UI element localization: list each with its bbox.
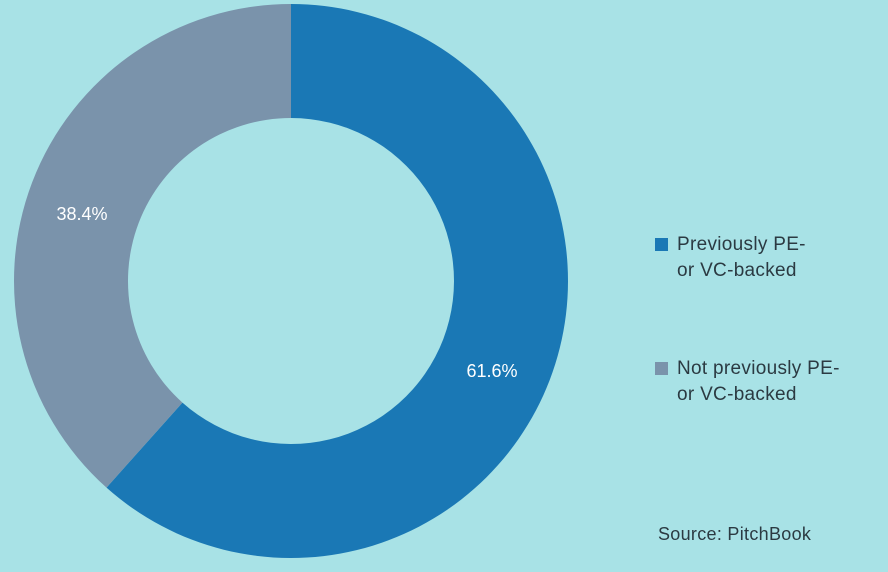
legend-swatch-previously-backed — [655, 238, 668, 251]
slice-previously-backed — [106, 4, 568, 558]
legend-label-previously-backed: Previously PE- or VC-backed — [677, 234, 806, 281]
source-note: Source: PitchBook — [658, 524, 812, 544]
slice-labels: 61.6% 38.4% — [56, 204, 517, 381]
slice-label-not-previously-backed: 38.4% — [56, 204, 107, 224]
slice-not-previously-backed — [13, 4, 291, 488]
legend-label-not-previously-backed: Not previously PE- or VC-backed — [677, 358, 840, 405]
legend-swatch-not-previously-backed — [655, 362, 668, 375]
donut-slices — [13, 4, 568, 558]
slice-label-previously-backed: 61.6% — [466, 361, 517, 381]
